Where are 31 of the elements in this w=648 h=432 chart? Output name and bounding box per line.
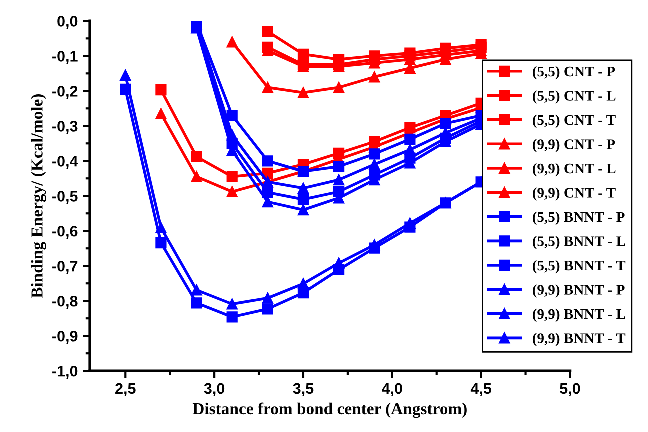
x-tick-label: 4,0 bbox=[382, 383, 402, 396]
y-tick-label: -0,5 bbox=[52, 190, 78, 204]
y-tick-label: -0,9 bbox=[52, 330, 78, 344]
legend-label: (5,5) CNT - L bbox=[532, 90, 616, 104]
legend-label: (9,9) BNNT - P bbox=[532, 284, 625, 298]
legend-label: (9,9) BNNT - T bbox=[532, 333, 626, 346]
legend-label: (9,9) CNT - T bbox=[532, 188, 616, 201]
y-tick-label: 0,0 bbox=[58, 16, 78, 30]
legend-label: (9,9) BNNT - L bbox=[532, 308, 626, 322]
y-tick-label: -0,6 bbox=[52, 226, 78, 240]
legend-label: (5,5) BNNT - P bbox=[532, 212, 625, 226]
y-tick-label: -0,1 bbox=[52, 51, 78, 64]
x-axis-title: Distance from bond center (Angstrom) bbox=[192, 402, 467, 418]
y-tick-label: -0,3 bbox=[52, 121, 78, 134]
x-tick-label: 2,5 bbox=[116, 383, 136, 396]
y-tick-label: -0,8 bbox=[52, 296, 78, 310]
legend-label: (5,5) BNNT - L bbox=[532, 236, 626, 250]
legend-label: (9,9) CNT - L bbox=[532, 163, 616, 177]
legend-label: (5,5) CNT - T bbox=[532, 114, 616, 128]
y-axis-title: Binding Energy/ (Kcal/mole) bbox=[31, 94, 46, 298]
x-tick-label: 3,5 bbox=[293, 383, 314, 396]
y-tick-label: -0,4 bbox=[52, 156, 78, 170]
x-tick-label: 5,0 bbox=[560, 383, 580, 396]
x-tick-label: 3,0 bbox=[204, 383, 225, 396]
y-tick-label: -0,7 bbox=[52, 260, 78, 274]
x-tick-label: 4,5 bbox=[470, 383, 492, 396]
y-tick-label: -1,0 bbox=[52, 366, 78, 379]
legend-label: (5,5) BNNT - T bbox=[532, 260, 626, 274]
legend-label: (9,9) CNT - P bbox=[532, 139, 616, 152]
y-tick-label: -0,2 bbox=[52, 86, 78, 100]
legend-label: (5,5) CNT - P bbox=[532, 66, 616, 80]
